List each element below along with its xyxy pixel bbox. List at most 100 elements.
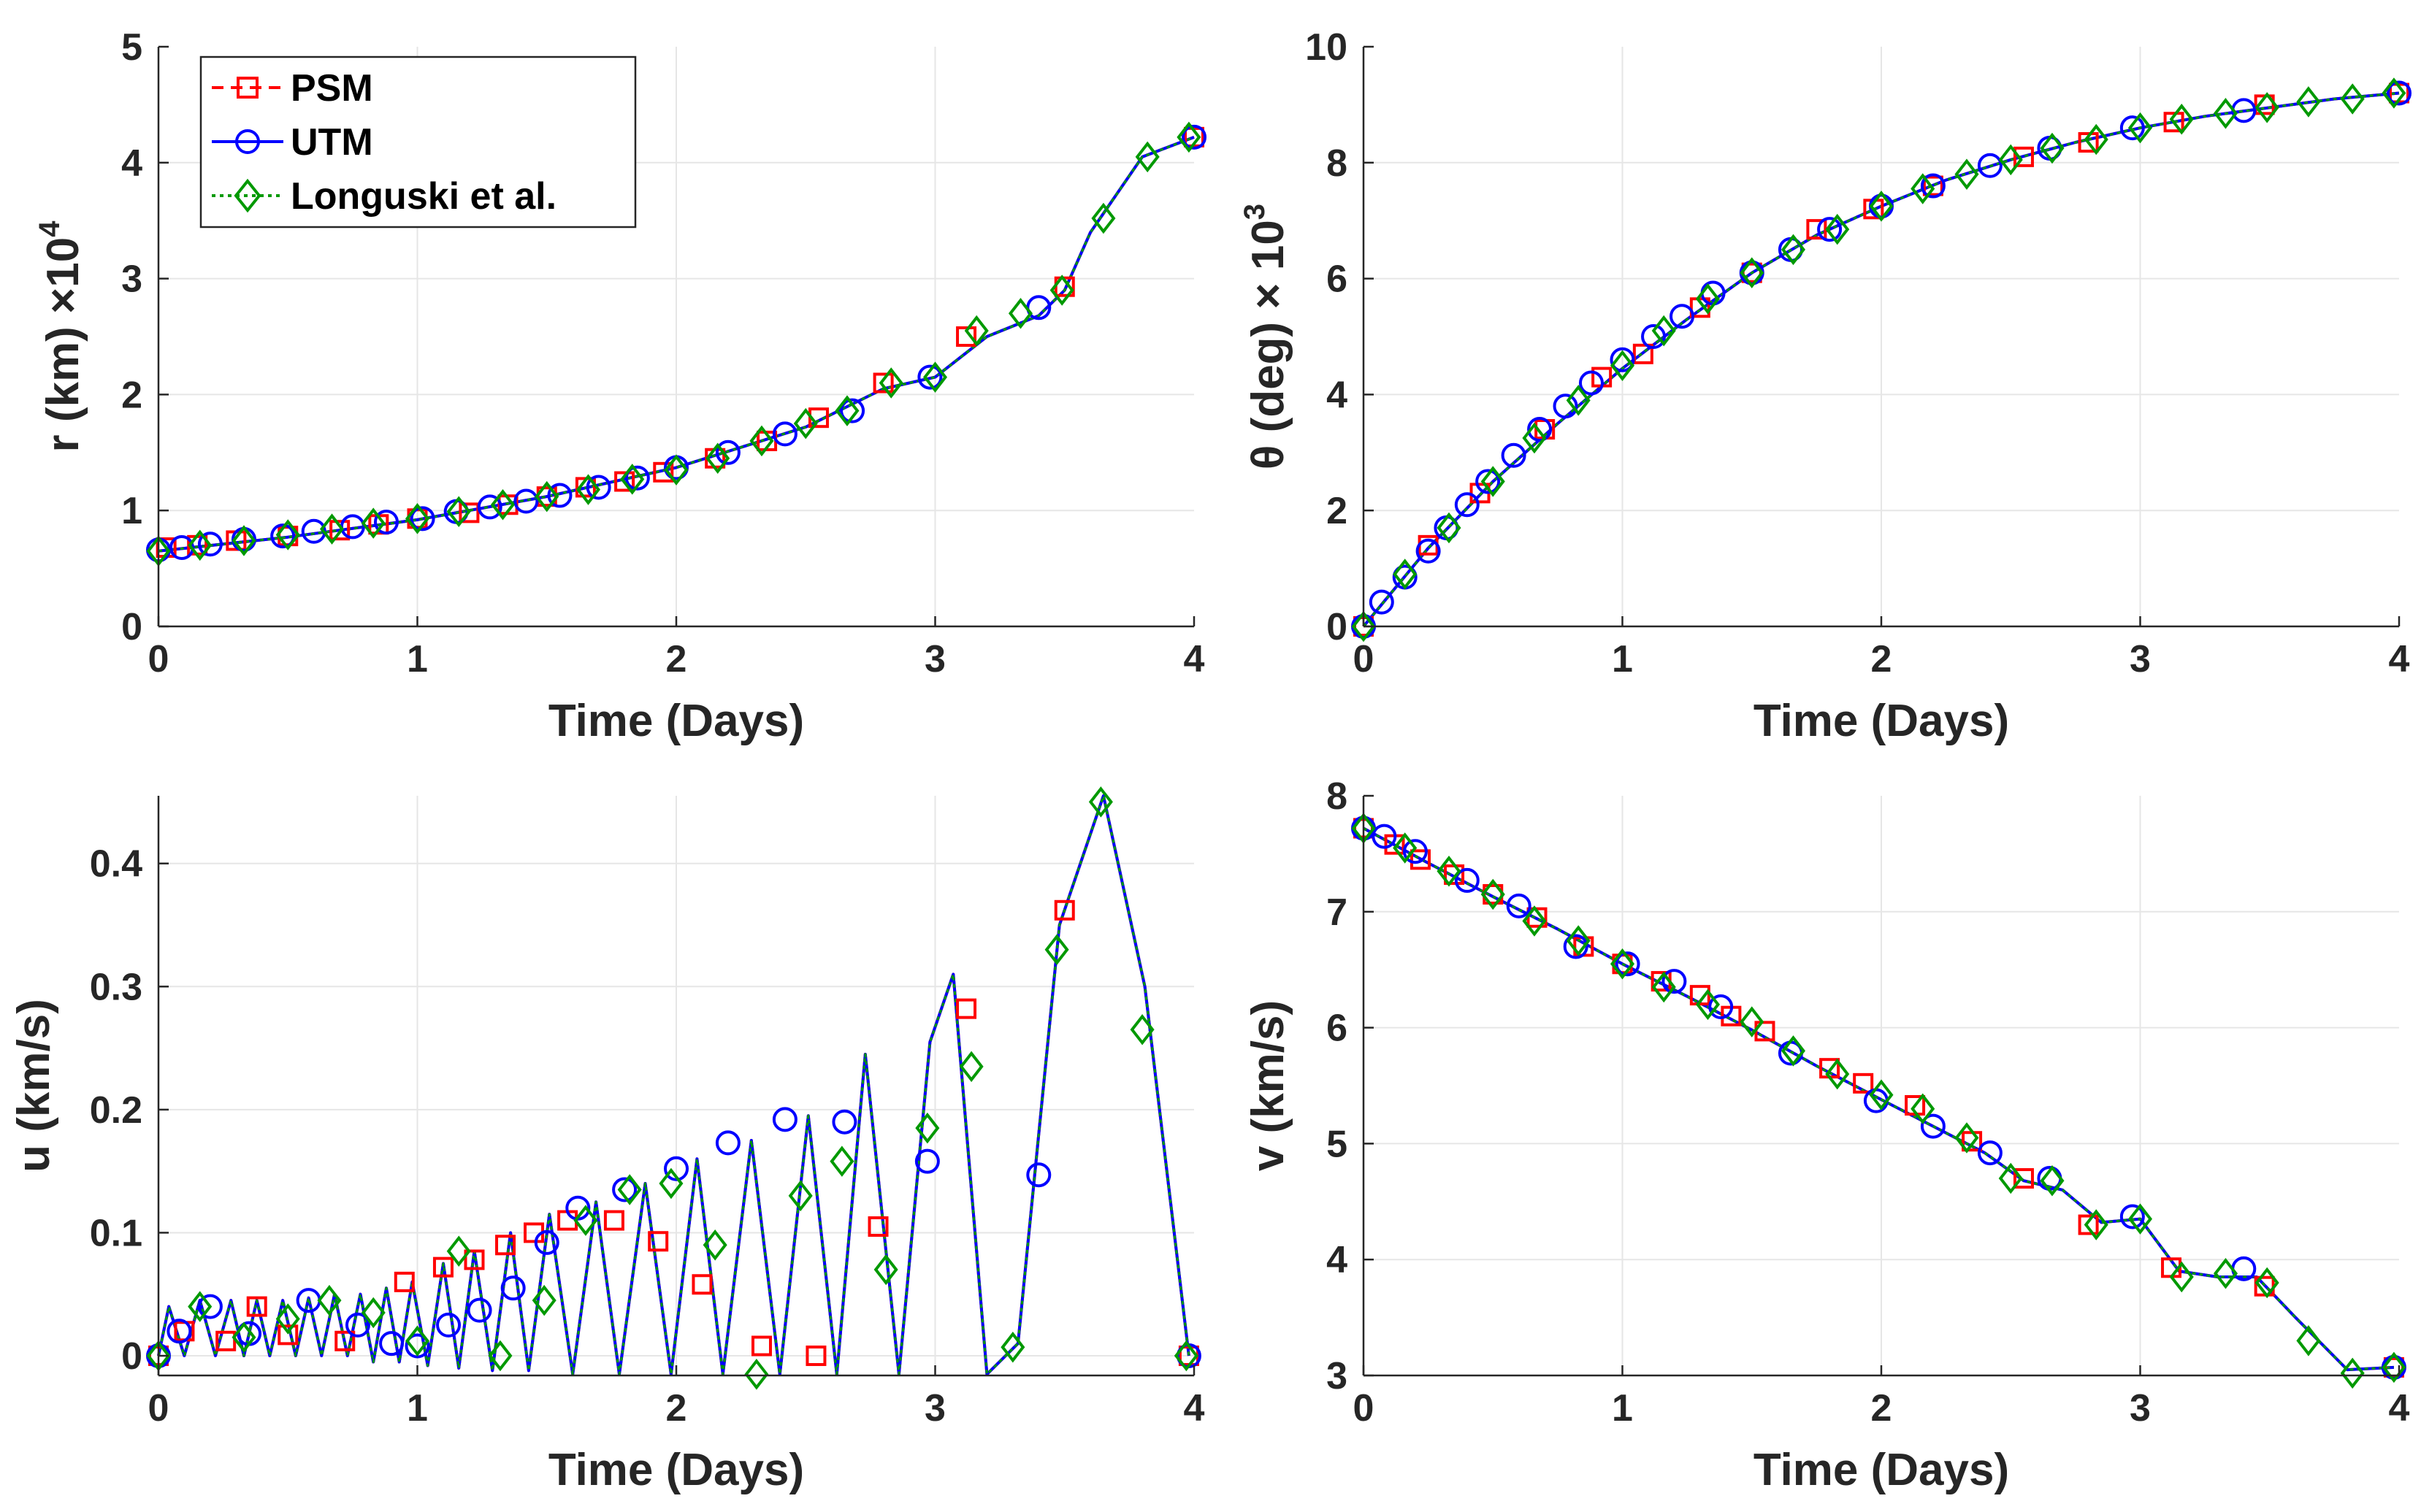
utm-marker (477, 494, 502, 520)
x-axis-label: Time (Days) (548, 1445, 804, 1495)
utm-marker (612, 1177, 638, 1202)
longuski-marker (405, 1325, 430, 1357)
y-tick-label: 4 (1326, 374, 1347, 416)
x-tick-label: 3 (2130, 638, 2151, 680)
y-axis-label: v (km/s) (1243, 1000, 1293, 1171)
longuski-marker (1998, 144, 2023, 176)
longuski-marker (1088, 786, 1113, 818)
psm-marker (1853, 1072, 1874, 1094)
psm-marker (1632, 343, 1653, 364)
x-tick-label: 3 (2130, 1387, 2151, 1430)
longuski-line (158, 136, 1195, 553)
psm-marker (2013, 1168, 2034, 1189)
longuski-marker (2040, 132, 2065, 164)
longuski-marker (535, 480, 559, 513)
longuski-marker (1566, 385, 1591, 416)
psm-marker (246, 1296, 267, 1317)
utm-marker (2387, 80, 2412, 106)
longuski-marker (1998, 1162, 2023, 1194)
longuski-marker (1610, 350, 1635, 381)
y-tick-label: 0.2 (90, 1089, 142, 1132)
utm-marker (2119, 1204, 2145, 1229)
psm-marker (603, 1210, 624, 1231)
longuski-marker (446, 496, 471, 528)
longuski-marker (405, 503, 430, 534)
utm-marker (1454, 867, 1480, 893)
y-tick-label: 8 (1326, 142, 1347, 185)
psm-line (157, 794, 1190, 1376)
x-tick-label: 2 (666, 1387, 687, 1430)
utm-marker (405, 1333, 430, 1359)
longuski-marker (1651, 971, 1676, 1003)
y-tick-label: 5 (121, 26, 142, 69)
psm-marker (215, 1330, 237, 1351)
x-tick-label: 3 (925, 1387, 946, 1430)
utm-marker (1506, 893, 1531, 918)
utm-marker (500, 1275, 526, 1301)
legend-label-psm: PSM (291, 67, 373, 110)
v-plot: 0 1 2 3 4 3 4 5 6 7 8 Time (Days) v (km/s) (1243, 775, 2410, 1495)
longuski-marker (2340, 83, 2365, 115)
legend-entry-utm: UTM (212, 121, 373, 164)
psm-marker (956, 998, 977, 1019)
psm-marker (614, 471, 635, 492)
longuski-marker (2213, 98, 2238, 129)
psm-marker (956, 326, 977, 347)
longuski-marker (2340, 1357, 2365, 1389)
longuski-marker (915, 1112, 940, 1144)
psm-marker (329, 520, 351, 541)
psm-marker (2078, 1214, 2099, 1235)
y-tick-label: 0 (121, 1335, 142, 1378)
utm-marker (410, 506, 435, 531)
longuski-marker (361, 1297, 386, 1329)
longuski-marker (1781, 234, 1806, 266)
legend-label-utm: UTM (291, 121, 373, 164)
utm-marker (840, 398, 865, 423)
longuski-marker (2169, 1261, 2194, 1293)
utm-marker (832, 1109, 857, 1135)
longuski-marker (2254, 92, 2279, 123)
utm-line (157, 794, 1190, 1376)
longuski-marker (1393, 559, 1418, 590)
utm-marker (586, 475, 611, 500)
psm-marker (432, 1256, 454, 1278)
longuski-marker (788, 1180, 813, 1212)
theta-plot: 0 1 2 3 4 0 2 4 6 8 10 Time (Days) θ (deg) × 103 (1239, 26, 2412, 746)
psm-marker (334, 1330, 356, 1351)
longuski-marker (275, 519, 300, 550)
longuski-marker (1911, 173, 1935, 204)
psm-marker (1054, 899, 1075, 921)
longuski-marker (2254, 1267, 2279, 1299)
longuski-marker (617, 1174, 642, 1205)
longuski-marker (1695, 989, 1721, 1021)
legend-entry-lon: Longuski et al. (212, 175, 557, 218)
longuski-marker (1869, 191, 1894, 222)
r-plot: 0 1 2 3 4 0 1 2 3 4 5 Time (Days) r (km) ×104 (34, 26, 1206, 746)
longuski-marker (1911, 1093, 1935, 1125)
utm-marker (1402, 839, 1428, 864)
u-plot: 0 1 2 3 4 0 0.1 0.2 0.3 0.4 Time (Days) u (km/s) (9, 786, 1205, 1495)
longuski-marker (1091, 202, 1116, 234)
utm-marker (1369, 589, 1394, 615)
y-tick-label: 5 (1326, 1123, 1347, 1165)
utm-marker (772, 421, 798, 447)
utm-marker (197, 1294, 223, 1319)
longuski-marker (664, 454, 689, 486)
psm-marker (1410, 849, 1431, 870)
utm-marker (1553, 394, 1578, 419)
utm-marker (914, 1148, 940, 1174)
longuski-marker (879, 367, 903, 399)
psm-marker (2078, 132, 2099, 153)
longuski-marker (1740, 1006, 1764, 1037)
y-tick-label: 0.1 (90, 1212, 142, 1254)
longuski-marker (317, 1284, 342, 1316)
longuski-marker (703, 1229, 727, 1261)
x-axis-label: Time (Days) (548, 696, 804, 746)
psm-marker (873, 372, 894, 394)
utm-marker (664, 1156, 689, 1181)
longuski-marker (964, 315, 989, 347)
longuski-line (157, 794, 1190, 1375)
y-axis-label: θ (deg) × 103 (1239, 204, 1293, 469)
longuski-marker (2084, 123, 2108, 156)
psm-marker (692, 1274, 713, 1295)
